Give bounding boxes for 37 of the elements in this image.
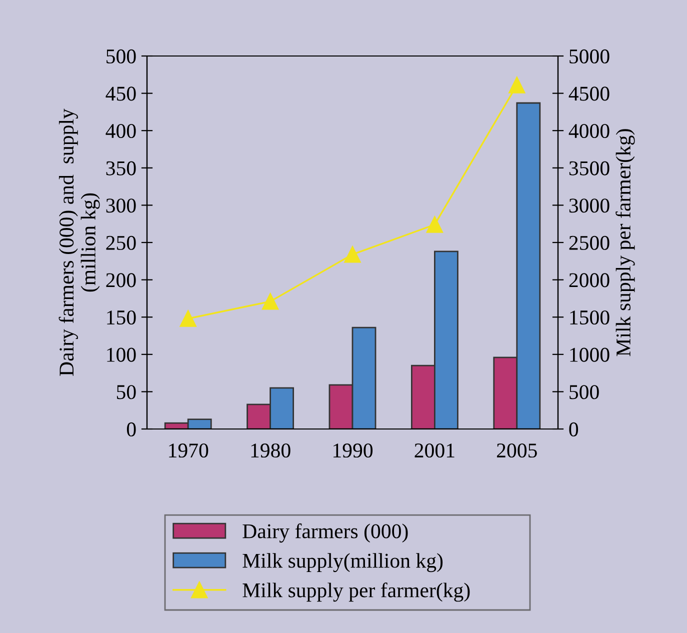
y-tick-label: 300 (106, 198, 136, 213)
legend-label: Dairy farmers (000) (242, 523, 408, 543)
point (426, 216, 444, 233)
x-tick-label: 1990 (334, 443, 373, 458)
y2-tick-label: 2000 (569, 273, 610, 288)
y2-tick-label: 1000 (570, 348, 610, 362)
y2-tick-label: 5000 (570, 49, 610, 64)
y-tick-label: 350 (106, 161, 136, 176)
y-tick-label: 0 (126, 422, 136, 436)
y-tick-label: 450 (106, 86, 136, 101)
point (508, 76, 526, 94)
legend-label: Milk supply(million kg) (242, 553, 443, 572)
y2-tick-label: 3000 (569, 198, 610, 213)
point (344, 246, 361, 263)
y-tick-label: 50 (116, 385, 136, 400)
point (180, 310, 196, 327)
y-axis-title: Dairy farmers (000) and supply (million kg) (58, 108, 100, 376)
y2-tick-label: 4000 (568, 124, 610, 138)
y2-tick-label: 0 (569, 422, 578, 436)
y2-tick-label: 1500 (570, 310, 610, 325)
y-tick-label: 400 (106, 124, 136, 138)
y2-tick-label: 2500 (569, 236, 610, 250)
y2-tick-label: 4500 (568, 86, 610, 101)
x-tick-label: 1980 (251, 443, 290, 458)
x-tick-label: 2001 (414, 443, 454, 458)
y-tick-label: 100 (107, 348, 136, 362)
y2-tick-label: 500 (570, 385, 599, 400)
y2-tick-label: 3500 (569, 161, 610, 176)
y-tick-label: 250 (106, 236, 136, 250)
point (262, 293, 279, 310)
legend-label: Milk supply per farmer(kg) (242, 582, 470, 602)
y-tick-label: 150 (107, 310, 136, 325)
y2-axis-title: Milk supply per farmer(kg) (616, 129, 635, 356)
x-tick-label: 2005 (496, 443, 537, 458)
y-tick-label: 500 (106, 49, 136, 64)
y-tick-label: 200 (106, 273, 136, 288)
x-tick-label: 1970 (169, 443, 208, 458)
